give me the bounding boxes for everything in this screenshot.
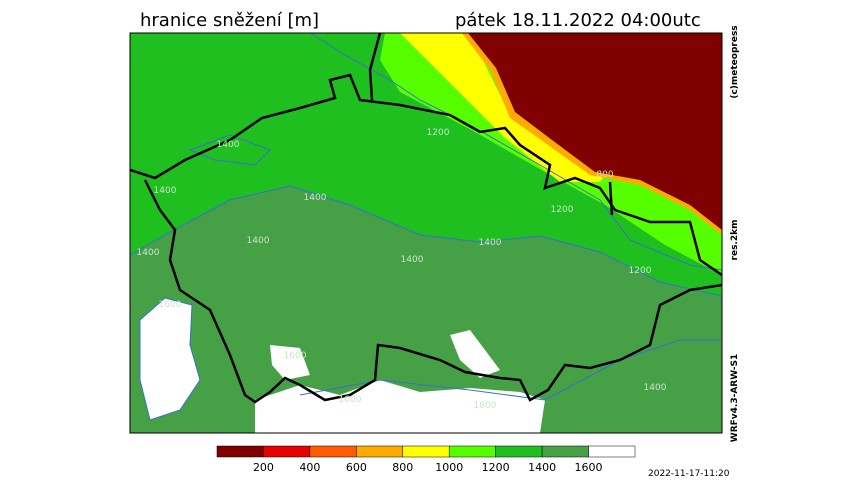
contour-label: 1400 [137,248,160,258]
colorbar-swatch [309,445,357,458]
resolution: res.2km [730,220,740,261]
zone-above-1600 [450,330,500,378]
colorbar-swatch [356,445,404,458]
colorbar-swatch [448,445,496,458]
colorbar-label: 1600 [575,461,603,474]
zone-above-1600 [140,298,200,420]
colorbar-label: 600 [346,461,367,474]
contour-label: 1600 [159,300,182,310]
contour-label: 1200 [551,205,574,215]
zone-above-1600 [255,380,545,433]
colorbar-swatch [588,445,636,458]
zone-below-200 [468,33,722,230]
borders [130,33,722,404]
valid-time: pátek 18.11.2022 04:00utc [455,10,701,31]
colorbar-swatch [541,445,589,458]
colorbar-swatch [402,445,450,458]
contours [130,33,722,421]
map-frame [129,32,723,434]
run-time: 2022-11-17-11:20 [648,469,730,479]
contour-label: 1600 [474,401,497,411]
colorbar-label: 1200 [482,461,510,474]
contour-label: 1400 [304,193,327,203]
contour-label: 1200 [427,128,450,138]
map [130,33,722,433]
colorbar-label: 200 [253,461,274,474]
contour-label: 1400 [154,186,177,196]
contour-label: 1400 [644,383,667,393]
colorbar-swatch [495,445,543,458]
colorbar-label: 1400 [528,461,556,474]
contour-label: 1200 [629,266,652,276]
colorbar-label: 400 [299,461,320,474]
contour-label: 1400 [247,236,270,246]
colorbar-label: 800 [392,461,413,474]
contour-label: 1400 [217,140,240,150]
model: WRFv4.3-ARW-S1 [730,354,740,442]
map-title: hranice sněžení [m] [140,10,319,31]
contour-label: 800 [596,170,613,180]
contour-label: 1600 [284,351,307,361]
colorbar-swatch [216,445,264,458]
colorbar-swatch [263,445,311,458]
zone-above-1600 [270,345,310,380]
colorbar-label: 1000 [435,461,463,474]
copyright: (c)meteopress [730,25,740,98]
contour-label: 1400 [479,238,502,248]
contour-label: 1600 [339,395,362,405]
contour-label: 1400 [401,255,424,265]
